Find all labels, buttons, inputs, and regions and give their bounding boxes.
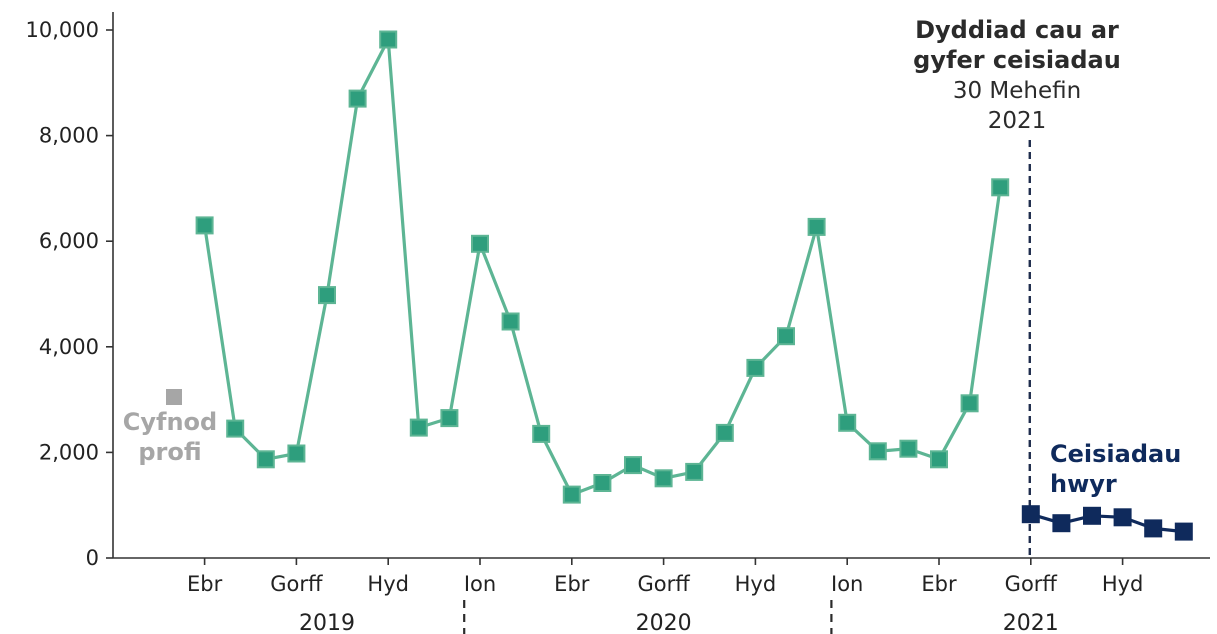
data-point [440, 409, 459, 428]
data-point [715, 423, 734, 442]
y-tick-label: 6,000 [39, 229, 99, 253]
x-tick-label: Hyd [735, 572, 777, 596]
data-point [960, 394, 979, 413]
x-tick-label: Gorff [270, 572, 323, 596]
data-point [746, 358, 765, 377]
x-tick-label: Ebr [921, 572, 957, 596]
data-point [685, 462, 704, 481]
data-point [624, 456, 642, 475]
year-dividers [463, 600, 833, 634]
deadline-label-line1: Dyddiad cau ar [915, 16, 1119, 44]
deadline-label-line3: 30 Mehefin [953, 78, 1081, 104]
data-point [471, 234, 489, 253]
y-tick-label: 10,000 [26, 18, 99, 42]
y-ticks: 0 2,000 4,000 6,000 8,000 10,000 [26, 18, 113, 570]
data-point [930, 450, 948, 469]
data-point [532, 424, 551, 443]
x-tick-label: Ebr [187, 572, 223, 596]
data-point [777, 327, 795, 346]
series-line [203, 37, 1002, 497]
data-point [1021, 505, 1040, 524]
data-point [1083, 506, 1101, 525]
data-point [226, 419, 245, 438]
deadline-line-group: Dyddiad cau ar gyfer ceisiadau 30 Mehefi… [913, 16, 1121, 558]
x-tick-label: Gorff [1005, 572, 1058, 596]
y-tick-label: 8,000 [39, 124, 99, 148]
x-tick-label: Gorff [637, 572, 690, 596]
data-point [409, 418, 428, 437]
late-applications-label-line1: Ceisiadau [1050, 440, 1181, 468]
data-point [501, 312, 520, 331]
test-period-label-line2: profi [138, 438, 201, 466]
x-ticks: Ebr Gorff Hyd Ion Ebr Gorff Hyd Ion Ebr Gorff Hyd 2… [187, 558, 1143, 634]
data-point [256, 450, 275, 469]
data-point [991, 178, 1010, 197]
deadline-label-line2: gyfer ceisiadau [913, 46, 1121, 74]
year-label: 2020 [636, 611, 692, 634]
year-label: 2021 [1003, 611, 1059, 634]
x-tick-label: Ion [464, 572, 496, 596]
y-tick-label: 2,000 [39, 440, 99, 464]
y-tick-label: 0 [86, 546, 99, 570]
data-point [838, 413, 857, 432]
test-period-label-line1: Cyfnod [123, 408, 217, 436]
data-point [1052, 514, 1071, 533]
data-point [195, 216, 214, 235]
x-tick-label: Hyd [1102, 572, 1144, 596]
data-point [348, 89, 367, 108]
series-late-applications [1021, 505, 1193, 541]
data-point [1144, 519, 1163, 538]
data-point [562, 485, 581, 504]
data-point [868, 442, 887, 461]
x-tick-label: Ion [831, 572, 863, 596]
data-point [166, 389, 182, 405]
series-layer [166, 30, 1193, 541]
data-point [654, 469, 673, 488]
deadline-label-line4: 2021 [988, 108, 1047, 134]
data-point [379, 30, 398, 49]
data-point [807, 217, 826, 236]
year-label: 2019 [299, 611, 355, 634]
data-point [899, 439, 918, 458]
x-tick-label: Hyd [367, 572, 409, 596]
annotations: Cyfnod profi Ceisiadau hwyr [123, 408, 1182, 498]
data-point [1113, 508, 1132, 527]
x-tick-label: Ebr [554, 572, 590, 596]
series-test-period [166, 389, 182, 405]
late-applications-label-line2: hwyr [1050, 470, 1117, 498]
series-applications [195, 30, 1010, 504]
data-point [1174, 522, 1193, 541]
y-tick-label: 4,000 [39, 335, 99, 359]
data-point [318, 286, 336, 305]
data-point [593, 474, 612, 492]
data-point [287, 444, 306, 463]
